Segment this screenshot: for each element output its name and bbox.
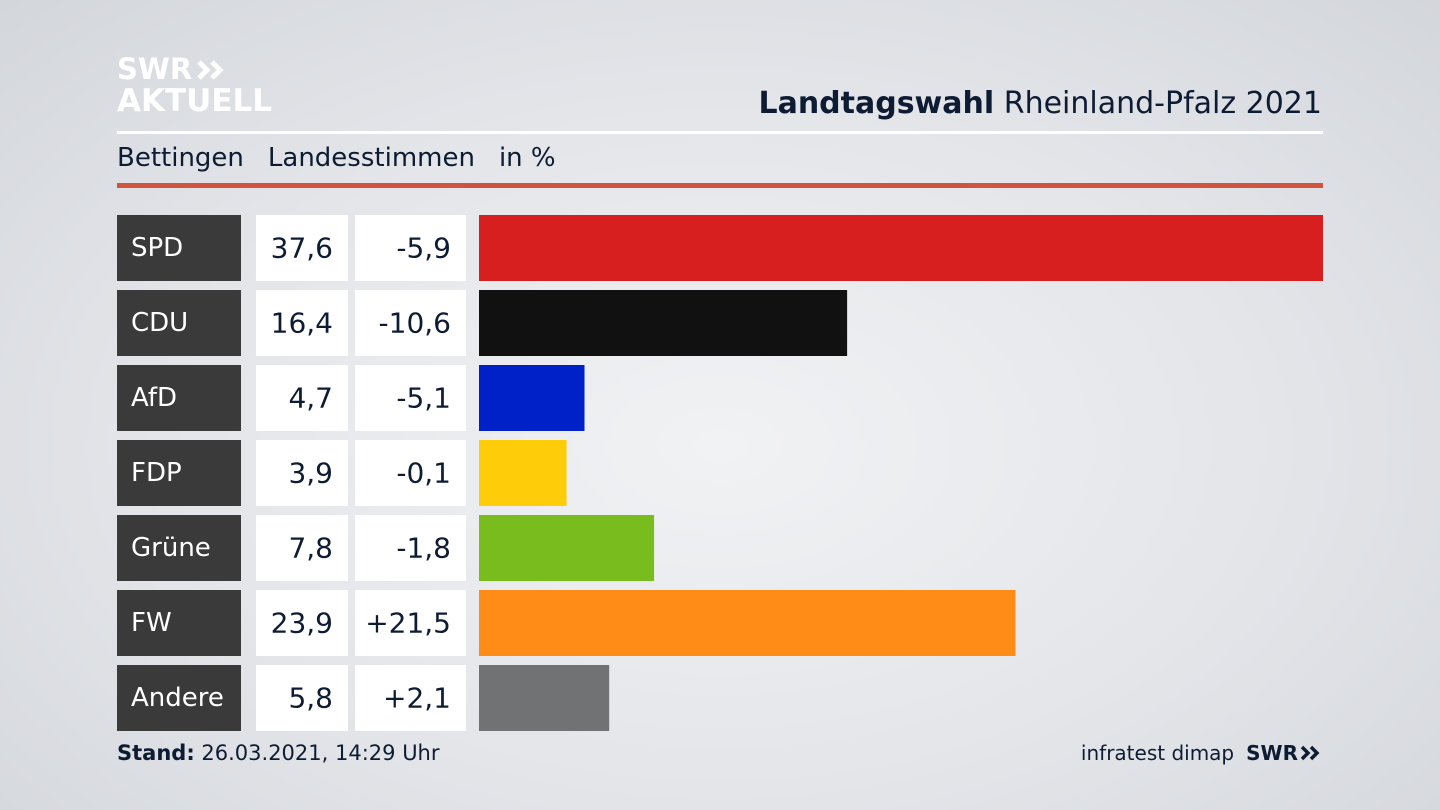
change-cell — [355, 590, 466, 656]
value-label: 3,9 — [288, 457, 333, 490]
party-label: FDP — [131, 458, 182, 488]
swr-aktuell-logo: SWR AKTUELL — [117, 55, 272, 117]
party-label-box — [117, 515, 241, 581]
chevrons-icon — [1300, 745, 1320, 761]
value-cell — [256, 665, 348, 731]
change-cell — [355, 365, 466, 431]
party-label-box — [117, 290, 241, 356]
party-label-box — [117, 365, 241, 431]
bar — [479, 365, 585, 431]
value-label: 16,4 — [271, 307, 333, 340]
chevrons-icon — [197, 59, 224, 80]
source-label: infratest dimap — [1080, 741, 1235, 765]
value-cell — [256, 590, 348, 656]
bar — [479, 515, 655, 581]
party-label: AfD — [131, 383, 177, 413]
change-label: -5,1 — [396, 382, 451, 415]
party-label: SPD — [131, 233, 183, 263]
logo-line-2: AKTUELL — [117, 83, 273, 119]
change-label: -5,9 — [396, 232, 451, 265]
change-cell — [355, 215, 466, 281]
subheader-divider — [117, 183, 1323, 188]
stand-label: Stand: — [117, 741, 195, 765]
change-cell — [355, 515, 466, 581]
swr-brand-text: SWR — [1246, 741, 1298, 765]
value-cell — [256, 515, 348, 581]
bar — [479, 440, 567, 506]
header-divider — [117, 131, 1323, 134]
value-label: 37,6 — [271, 232, 333, 265]
change-cell — [355, 440, 466, 506]
party-label: FW — [131, 608, 172, 638]
value-cell — [256, 215, 348, 281]
party-label-box — [117, 440, 241, 506]
footer-credits: infratest dimap SWR — [1081, 741, 1322, 765]
stand-value: 26.03.2021, 14:29 Uhr — [201, 741, 440, 765]
value-cell — [256, 365, 348, 431]
value-cell — [256, 440, 348, 506]
bar — [479, 215, 1323, 281]
value-label: 5,8 — [288, 682, 333, 715]
change-label: -1,8 — [396, 532, 451, 565]
party-label: Andere — [131, 683, 224, 713]
value-cell — [256, 290, 348, 356]
party-label-box — [117, 590, 241, 656]
value-label: 4,7 — [288, 382, 333, 415]
value-label: 7,8 — [288, 532, 333, 565]
change-label: -0,1 — [396, 457, 451, 490]
change-label: +2,1 — [383, 682, 451, 715]
party-label-box — [117, 215, 241, 281]
subheader-place: Bettingen — [117, 143, 244, 173]
change-label: +21,5 — [365, 607, 451, 640]
swr-brand: SWR — [1246, 741, 1322, 765]
page-title: Landtagswahl Rheinland-Pfalz 2021 — [758, 86, 1322, 121]
timestamp: Stand: 26.03.2021, 14:29 Uhr — [117, 741, 440, 765]
change-cell — [355, 665, 466, 731]
title-regular: Rheinland-Pfalz 2021 — [1003, 86, 1322, 121]
value-label: 23,9 — [271, 607, 333, 640]
party-label: Grüne — [131, 533, 211, 563]
party-label: CDU — [131, 308, 188, 338]
party-label-box — [117, 665, 241, 731]
subheader-measure: Landesstimmen — [267, 143, 475, 173]
bar — [479, 665, 610, 731]
change-cell — [355, 290, 466, 356]
bar — [479, 590, 1016, 656]
bar — [479, 290, 848, 356]
logo-line-1: SWR — [117, 52, 193, 86]
subheader: Bettingen Landesstimmen in % — [117, 143, 580, 173]
change-label: -10,6 — [379, 307, 451, 340]
subheader-unit: in % — [498, 143, 556, 173]
title-bold: Landtagswahl — [758, 86, 995, 121]
